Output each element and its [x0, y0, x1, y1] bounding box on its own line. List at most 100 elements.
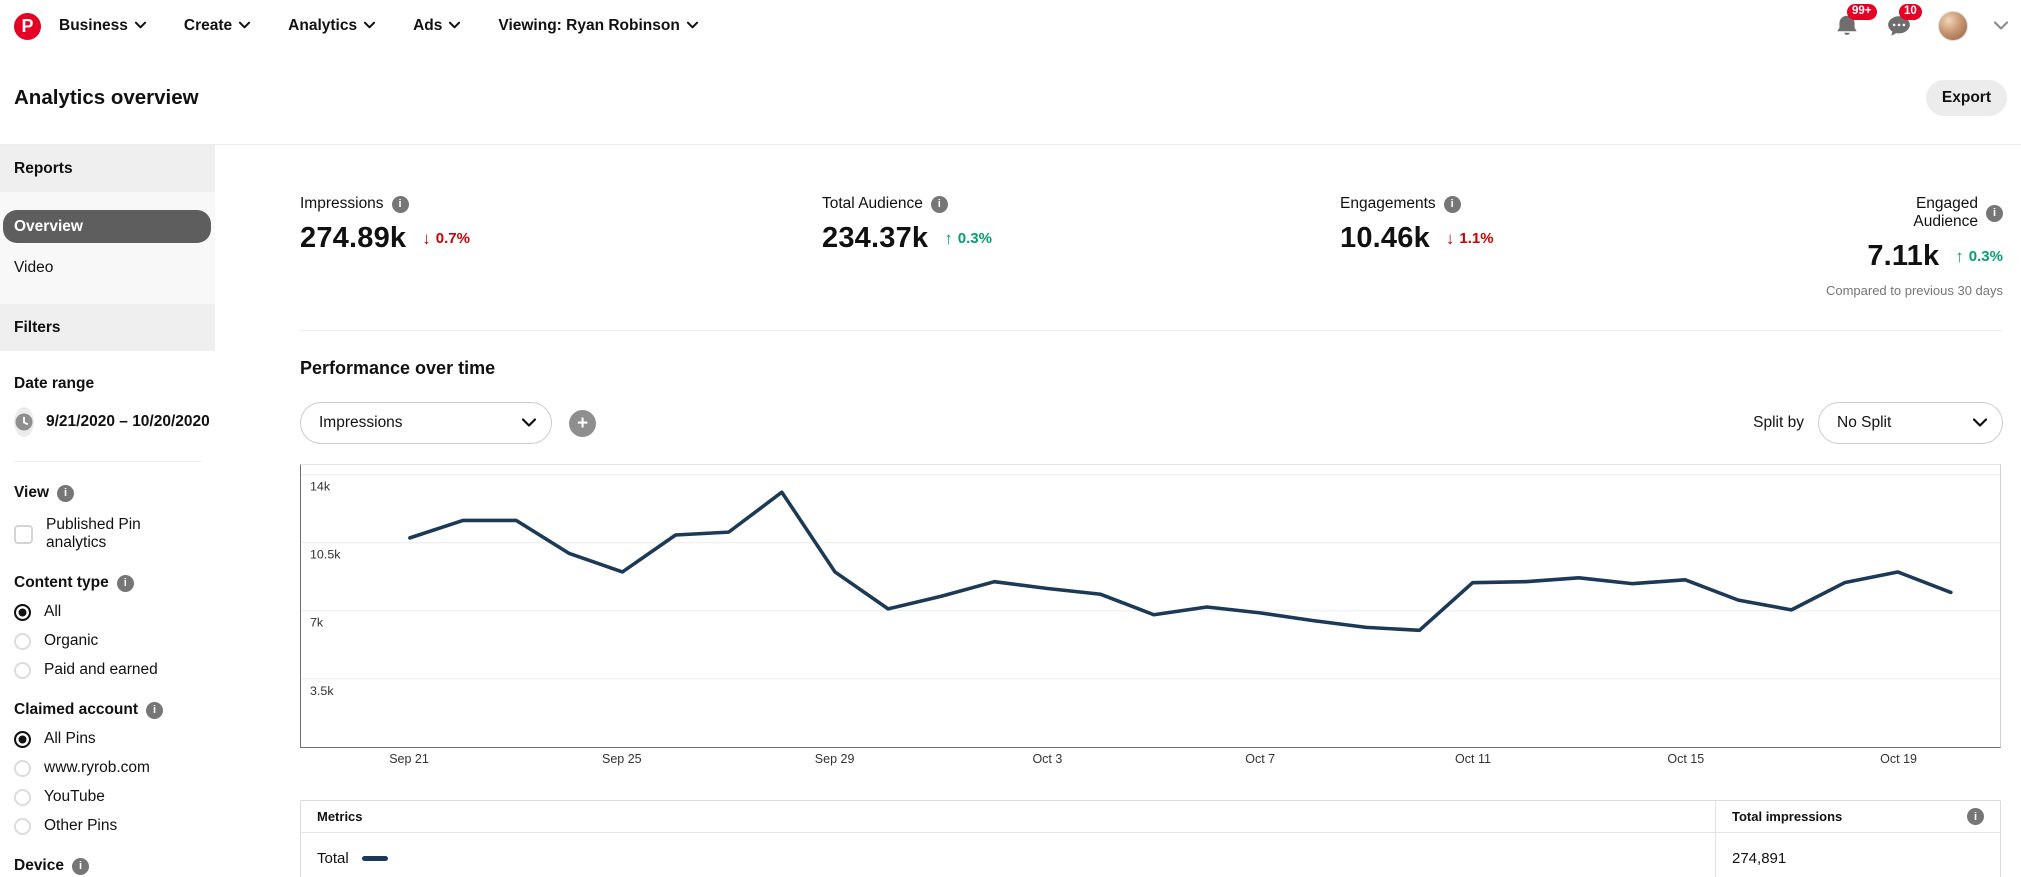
stat-total-audience: Total Audience i 234.37k ↑ 0.3%: [822, 195, 1340, 273]
nav-item-viewing-account[interactable]: Viewing: Ryan Robinson: [498, 17, 698, 35]
pinterest-logo-icon[interactable]: P: [14, 12, 41, 40]
clock-icon: [14, 407, 34, 437]
chevron-down-icon: [1973, 417, 1987, 429]
chevron-down-icon: [522, 417, 536, 429]
radio-label: YouTube: [44, 788, 105, 805]
stat-label: Total Audience: [822, 195, 923, 212]
stat-label: Engagements: [1340, 195, 1436, 212]
stat-value: 10.46k: [1340, 222, 1430, 254]
nav-item-ads[interactable]: Ads: [413, 17, 461, 35]
info-icon[interactable]: i: [146, 701, 164, 719]
radio[interactable]: [14, 759, 31, 777]
checkbox-label: Published Pin analytics: [46, 516, 141, 551]
add-metric-button[interactable]: +: [569, 409, 596, 437]
radio-label: Organic: [44, 632, 99, 649]
nav-item-label: Ads: [413, 17, 443, 34]
stats-row: Impressions i 274.89k ↓ 0.7% Total Audie…: [300, 145, 2003, 273]
radio-label: All Pins: [44, 730, 96, 747]
chart-controls: Impressions + Split by No Split: [300, 402, 2003, 444]
chevron-down-icon: [134, 21, 146, 32]
stat-label: Impressions: [300, 195, 384, 212]
radio-option-ryrob[interactable]: www.ryrob.com: [14, 759, 201, 777]
stat-value: 7.11k: [1867, 240, 1940, 272]
radio-option-organic[interactable]: Organic: [14, 632, 201, 650]
sidebar-item-overview[interactable]: Overview: [3, 210, 211, 243]
x-tick-label: Oct 3: [1032, 752, 1063, 766]
series-color-swatch: [361, 856, 388, 861]
nav-item-label: Analytics: [288, 17, 358, 34]
nav-item-business[interactable]: Business: [59, 17, 146, 35]
radio-option-other-pins[interactable]: Other Pins: [14, 817, 201, 835]
chart-x-axis-labels: Sep 21 Sep 25 Sep 29 Oct 3 Oct 7 Oct 11 Oct 15…: [300, 752, 2001, 778]
avatar[interactable]: [1938, 11, 1968, 41]
radio[interactable]: [14, 817, 31, 835]
metric-selector-value: Impressions: [319, 414, 403, 431]
radio[interactable]: [14, 730, 31, 748]
table-header-row: Metrics Total impressions i: [301, 801, 2000, 833]
info-icon[interactable]: i: [1967, 808, 1984, 825]
radio[interactable]: [14, 632, 31, 650]
x-tick-label: Oct 15: [1667, 752, 1705, 766]
published-pin-analytics-checkbox-row[interactable]: Published Pin analytics: [14, 516, 201, 552]
performance-title: Performance over time: [300, 358, 496, 378]
info-icon[interactable]: i: [1986, 204, 2003, 222]
claimed-account-label: Claimed account: [14, 701, 139, 718]
filters-body: Date range 9/21/2020 – 10/20/2020 View i…: [0, 351, 215, 875]
export-button[interactable]: Export: [1925, 80, 2007, 116]
radio[interactable]: [14, 661, 31, 679]
nav-item-analytics[interactable]: Analytics: [288, 17, 376, 35]
total-impressions-value: 274,891: [1715, 833, 2000, 877]
info-icon[interactable]: i: [930, 195, 948, 213]
x-tick-label: Sep 25: [601, 752, 642, 766]
checkbox[interactable]: [14, 524, 33, 544]
info-icon[interactable]: i: [1443, 195, 1461, 213]
date-range-control[interactable]: 9/21/2020 – 10/20/2020: [14, 407, 210, 461]
chevron-down-icon: [239, 21, 251, 32]
radio-option-all[interactable]: All: [14, 603, 201, 621]
series-name: Total: [317, 850, 349, 867]
nav-item-create[interactable]: Create: [184, 17, 251, 35]
messages-badge: 10: [1899, 4, 1922, 20]
x-tick-label: Oct 7: [1245, 752, 1276, 766]
notifications-button[interactable]: 99+: [1834, 4, 1877, 39]
chevron-down-icon: [364, 21, 376, 32]
radio[interactable]: [14, 603, 31, 621]
content-type-label: Content type: [14, 574, 109, 591]
radio-option-paid-and-earned[interactable]: Paid and earned: [14, 661, 201, 679]
split-selector[interactable]: No Split: [1818, 402, 2003, 444]
page-title: Analytics overview: [14, 86, 199, 109]
line-chart-svg: 14k 10.5k 7k 3.5k: [301, 474, 2000, 698]
stat-value: 274.89k: [300, 222, 407, 254]
messages-button[interactable]: 10: [1886, 4, 1922, 39]
stat-delta: ↓ 1.1%: [1445, 228, 1494, 248]
account-chevron-down-icon[interactable]: [1994, 20, 2008, 32]
metric-selector[interactable]: Impressions: [300, 402, 552, 444]
metrics-column-header: Metrics: [317, 809, 363, 824]
nav-item-label: Viewing: Ryan Robinson: [498, 17, 680, 34]
nav-item-label: Business: [59, 17, 128, 34]
radio-option-youtube[interactable]: YouTube: [14, 788, 201, 806]
date-range-label: Date range: [14, 375, 95, 392]
split-by-label: Split by: [1753, 414, 1804, 431]
x-tick-label: Oct 11: [1455, 752, 1491, 766]
notifications-badge: 99+: [1847, 4, 1877, 20]
radio[interactable]: [14, 788, 31, 806]
x-tick-label: Sep 29: [814, 752, 855, 766]
metrics-table: Metrics Total impressions i Total 274,89…: [300, 800, 2001, 877]
info-icon[interactable]: i: [71, 857, 89, 875]
arrow-up-icon: ↑: [1955, 246, 1964, 266]
content-type-filter-group: Content type i All Organic Paid and earn…: [14, 552, 201, 679]
performance-line-chart[interactable]: 14k 10.5k 7k 3.5k: [300, 464, 2001, 748]
info-icon[interactable]: i: [116, 574, 134, 592]
arrow-down-icon: ↓: [1445, 228, 1455, 248]
reports-items: Overview Video: [0, 192, 215, 304]
radio-option-all-pins[interactable]: All Pins: [14, 730, 201, 748]
value-column-header: Total impressions i: [1715, 801, 2000, 832]
info-icon[interactable]: i: [57, 484, 75, 502]
info-icon[interactable]: i: [391, 195, 409, 213]
svg-text:14k: 14k: [310, 480, 331, 494]
device-label: Device: [14, 857, 64, 874]
bell-icon: [1837, 15, 1857, 35]
sidebar-item-video[interactable]: Video: [14, 258, 54, 276]
